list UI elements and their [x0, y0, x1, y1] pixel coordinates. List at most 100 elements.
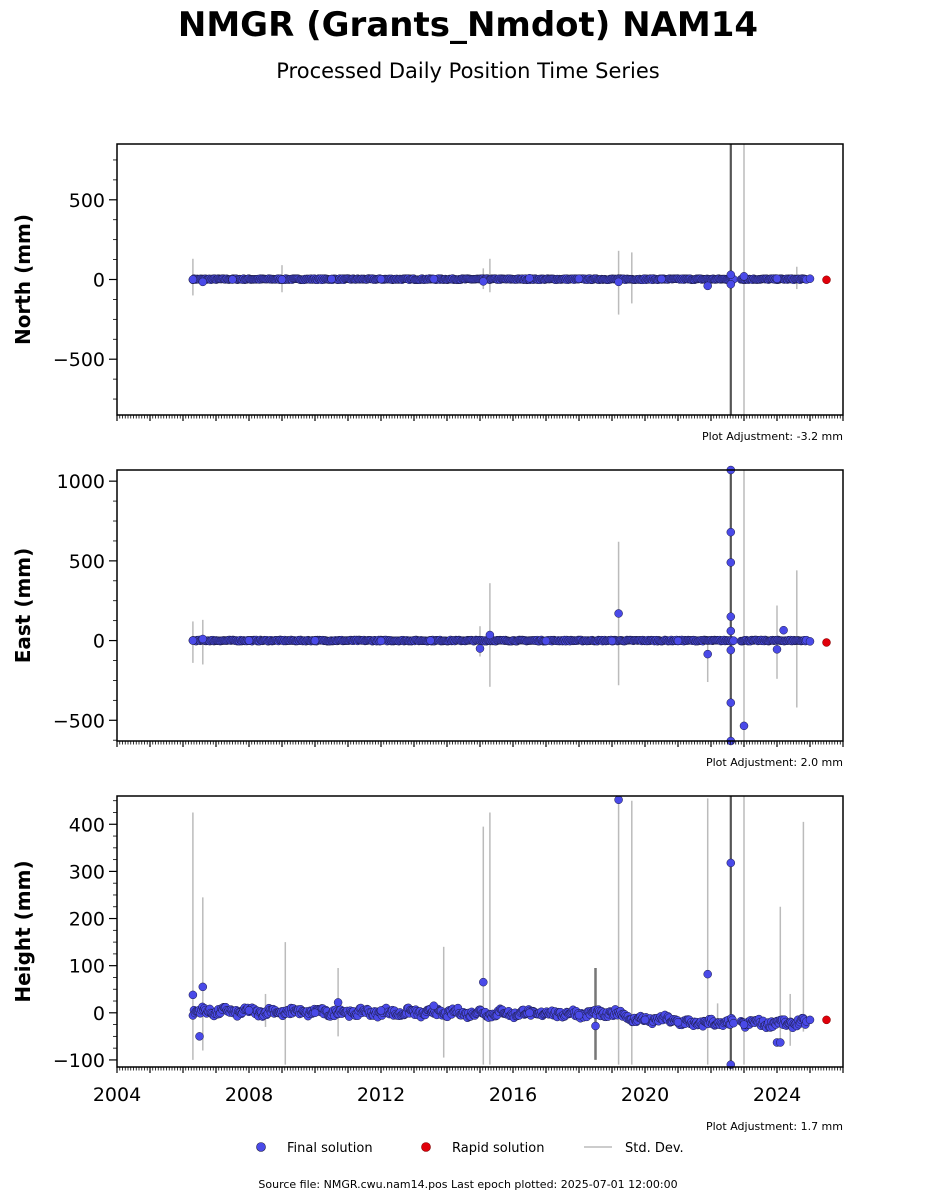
data-point-final — [726, 270, 736, 279]
y-axis-label: East (mm) — [11, 548, 35, 664]
data-point-final — [805, 1015, 815, 1025]
data-point-final — [244, 1006, 254, 1015]
y-tick-label: 0 — [93, 270, 105, 292]
data-point-final — [614, 277, 623, 287]
x-tick-label: 2020 — [621, 1084, 669, 1106]
data-point-final — [772, 645, 782, 654]
data-point-final — [726, 527, 736, 537]
data-point-final — [429, 1001, 439, 1010]
data-point-final — [244, 636, 254, 645]
data-point-final — [188, 636, 198, 645]
data-point-final — [739, 1020, 749, 1029]
data-point-final — [805, 274, 815, 283]
data-point-final — [657, 274, 666, 284]
data-point-final — [739, 721, 749, 731]
data-point-final — [726, 612, 736, 621]
data-point-rapid — [822, 638, 831, 647]
data-point-final — [640, 1015, 650, 1025]
data-point-final — [198, 277, 208, 287]
data-point-final — [525, 1008, 534, 1018]
data-point-final — [188, 275, 198, 284]
data-point-final — [772, 274, 782, 283]
data-point-rapid — [822, 275, 831, 285]
data-point-final — [429, 274, 439, 284]
x-tick-label: 2016 — [489, 1084, 537, 1106]
data-point-final — [574, 1010, 584, 1020]
panels-group: −500 0 500 North (mm) Plot Adjustment: -3.2 … — [11, 143, 844, 1133]
data-point-final — [541, 636, 551, 646]
data-point-final — [673, 636, 683, 646]
data-point-final — [277, 275, 287, 284]
data-point-final — [776, 1038, 785, 1047]
y-tick-label: −500 — [53, 710, 105, 732]
y-axis-label: North (mm) — [11, 214, 35, 345]
chart-subtitle: Processed Daily Position Time Series — [276, 59, 660, 83]
data-point-final — [310, 1008, 320, 1018]
legend-rapid-marker — [421, 1142, 431, 1152]
legend-final-marker — [256, 1142, 266, 1152]
y-tick-label: 400 — [69, 814, 105, 836]
data-point-final — [726, 558, 736, 567]
data-point-final — [614, 795, 623, 805]
legend: Final solution Rapid solution Std. Dev. — [256, 1141, 684, 1156]
chart-panel: −100 0 100 200 300 400 Height (mm) Plot Adjustm… — [11, 795, 844, 1133]
data-point-final — [614, 609, 623, 618]
data-point-final — [376, 274, 386, 284]
data-point-final — [729, 1018, 738, 1028]
y-tick-label: 100 — [69, 956, 105, 978]
data-point-final — [739, 272, 749, 281]
data-point-final — [327, 274, 336, 284]
data-point-final — [310, 636, 320, 645]
data-point-final — [228, 275, 237, 284]
data-point-final — [574, 274, 584, 283]
source-note: Source file: NMGR.cwu.nam14.pos Last epo… — [258, 1178, 677, 1191]
y-tick-label: 0 — [93, 1003, 105, 1025]
x-tick-label: 2024 — [753, 1084, 801, 1106]
data-point-final — [525, 273, 534, 283]
data-point-final — [805, 637, 815, 646]
y-tick-label: 0 — [93, 631, 105, 653]
plot-adjustment-note: Plot Adjustment: 1.7 mm — [706, 1120, 843, 1133]
y-axis-label: Height (mm) — [11, 860, 35, 1002]
plot-adjustment-note: Plot Adjustment: -3.2 mm — [702, 430, 843, 443]
y-tick-label: 500 — [69, 551, 105, 573]
data-point-final — [703, 649, 712, 659]
y-tick-label: 500 — [69, 190, 105, 212]
data-point-final — [195, 1032, 204, 1041]
data-point-final — [729, 636, 738, 645]
data-point-final — [198, 634, 208, 644]
legend-std-label: Std. Dev. — [625, 1141, 684, 1156]
y-tick-label: −100 — [53, 1050, 105, 1072]
data-point-final — [607, 636, 617, 646]
x-tick-label: 2012 — [357, 1084, 405, 1106]
data-point-final — [726, 280, 736, 289]
data-point-final — [591, 1021, 600, 1031]
y-tick-label: 1000 — [57, 471, 105, 493]
chart-panel: −500 0 500 1000 East (mm) Plot Adjustment: 2.… — [11, 465, 844, 769]
data-point-final — [703, 969, 712, 979]
data-point-final — [426, 636, 435, 645]
chart-panel: −500 0 500 North (mm) Plot Adjustment: -3.2 … — [11, 143, 844, 443]
data-point-final — [726, 698, 736, 707]
data-point-final — [726, 626, 736, 636]
y-tick-label: 300 — [69, 861, 105, 883]
data-point-final — [673, 1017, 683, 1027]
data-point-final — [188, 990, 198, 1000]
data-point-final — [475, 644, 485, 653]
data-point-final — [333, 998, 343, 1007]
data-point-final — [376, 636, 386, 646]
data-point-final — [779, 625, 788, 635]
data-point-final — [479, 977, 488, 987]
legend-rapid-label: Rapid solution — [452, 1141, 544, 1156]
legend-final-label: Final solution — [287, 1141, 373, 1156]
data-point-final — [198, 982, 208, 992]
data-point-final — [376, 1006, 386, 1015]
data-point-final — [726, 858, 736, 868]
x-tick-label: 2004 — [93, 1084, 141, 1106]
y-tick-label: −500 — [53, 349, 105, 371]
plot-adjustment-note: Plot Adjustment: 2.0 mm — [706, 756, 843, 769]
x-tick-label: 2008 — [225, 1084, 273, 1106]
y-tick-label: 200 — [69, 909, 105, 931]
chart-title: NMGR (Grants_Nmdot) NAM14 — [178, 5, 758, 45]
